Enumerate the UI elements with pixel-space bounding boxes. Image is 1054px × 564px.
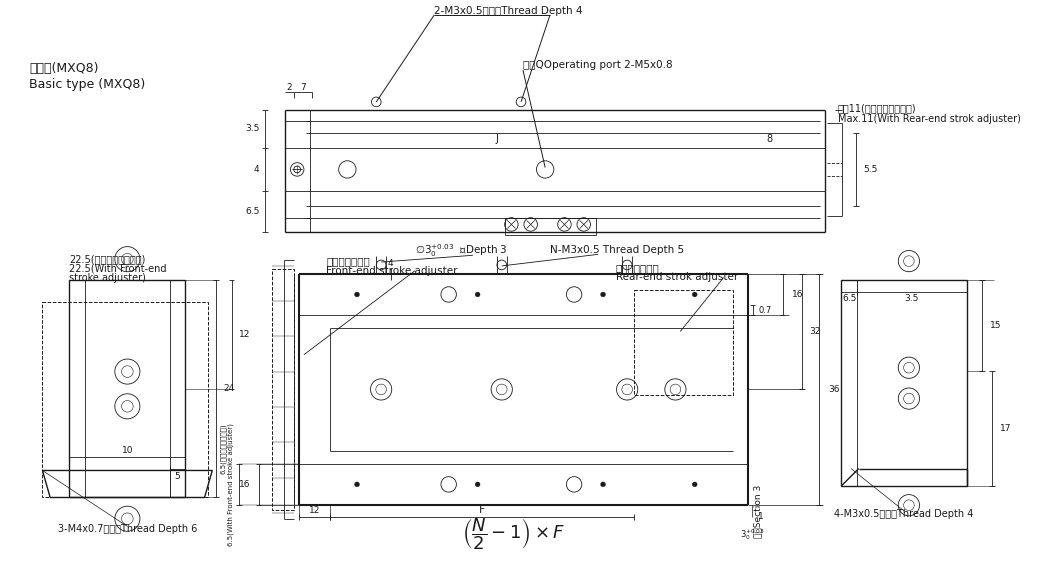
Circle shape	[475, 292, 480, 297]
Text: 6.5: 6.5	[246, 207, 259, 216]
Bar	[272, 269, 294, 510]
Text: 前端调行程装置: 前端调行程装置	[326, 256, 370, 266]
Text: F: F	[479, 505, 485, 515]
Text: 标准型(MXQ8): 标准型(MXQ8)	[28, 61, 98, 74]
Text: 3-M4x0.7螺纹深Thread Depth 6: 3-M4x0.7螺纹深Thread Depth 6	[58, 525, 197, 534]
Text: 后端调行程装置: 后端调行程装置	[616, 263, 660, 273]
Text: 3.5: 3.5	[246, 125, 259, 134]
Text: 最大11(带后端调行程装置): 最大11(带后端调行程装置)	[838, 104, 916, 113]
Text: 8: 8	[766, 134, 773, 144]
Circle shape	[601, 482, 605, 487]
Text: Max.11(With Rear-end strok adjuster): Max.11(With Rear-end strok adjuster)	[838, 114, 1020, 124]
Circle shape	[601, 292, 605, 297]
Text: stroke adjuster): stroke adjuster)	[70, 274, 147, 284]
Text: 22.5(带前端调行程装置): 22.5(带前端调行程装置)	[70, 254, 145, 264]
Text: $3^{+0.03}_{0}$: $3^{+0.03}_{0}$	[740, 527, 765, 541]
Circle shape	[376, 260, 386, 270]
Text: 进气QOperating port 2-M5x0.8: 进气QOperating port 2-M5x0.8	[523, 60, 672, 70]
Text: 15: 15	[990, 321, 1001, 330]
Text: 36: 36	[827, 385, 839, 394]
Bar	[505, 218, 597, 235]
Text: 10: 10	[121, 446, 133, 455]
Text: 22.5(With Front-end: 22.5(With Front-end	[70, 264, 167, 274]
Text: 6.5(带前端调行程装置)
6.5(With Front-end stroke adjuster): 6.5(带前端调行程装置) 6.5(With Front-end stroke …	[220, 423, 234, 546]
Text: 5: 5	[175, 472, 180, 481]
Text: 16: 16	[239, 480, 251, 489]
Text: 4-M3x0.5螺纹深Thread Depth 4: 4-M3x0.5螺纹深Thread Depth 4	[835, 509, 974, 519]
Text: $\varnothing 3^{+0.03}_{0}$  深Depth 3: $\varnothing 3^{+0.03}_{0}$ 深Depth 3	[415, 242, 508, 259]
Bar	[841, 280, 967, 486]
Text: 截面Section 3: 截面Section 3	[753, 484, 762, 537]
Text: 7: 7	[300, 83, 306, 92]
Bar	[70, 280, 186, 497]
Text: Front-end stroke adjuster: Front-end stroke adjuster	[326, 266, 457, 276]
Text: 3.5: 3.5	[904, 294, 919, 303]
Circle shape	[354, 292, 359, 297]
Circle shape	[496, 260, 507, 270]
Text: $\left(\dfrac{N}{2}-1\right)\times F$: $\left(\dfrac{N}{2}-1\right)\times F$	[462, 516, 566, 552]
Text: 1: 1	[759, 512, 764, 521]
Text: 24: 24	[223, 385, 235, 394]
Circle shape	[475, 482, 480, 487]
Text: 12: 12	[309, 505, 320, 514]
Text: 4: 4	[254, 165, 259, 174]
Text: 2-M3x0.5螺纹深Thread Depth 4: 2-M3x0.5螺纹深Thread Depth 4	[434, 6, 583, 16]
Circle shape	[692, 482, 697, 487]
Text: 16: 16	[793, 290, 803, 299]
Text: 0.7: 0.7	[759, 306, 772, 315]
Text: N-M3x0.5 Thread Depth 5: N-M3x0.5 Thread Depth 5	[550, 245, 684, 254]
Text: 12: 12	[239, 330, 251, 339]
Circle shape	[622, 260, 632, 270]
Text: J: J	[495, 134, 499, 144]
Bar	[633, 290, 734, 394]
Text: Basic type (MXQ8): Basic type (MXQ8)	[28, 78, 145, 91]
Circle shape	[692, 292, 697, 297]
Circle shape	[354, 482, 359, 487]
Text: 6.5: 6.5	[842, 294, 856, 303]
Text: 5.5: 5.5	[863, 165, 878, 174]
Text: 17: 17	[999, 424, 1011, 433]
Text: Rear-end strok adjuster: Rear-end strok adjuster	[616, 272, 738, 283]
Text: 2: 2	[287, 83, 292, 92]
Bar	[42, 302, 209, 497]
Text: 32: 32	[809, 327, 821, 336]
Text: 4: 4	[388, 258, 393, 267]
